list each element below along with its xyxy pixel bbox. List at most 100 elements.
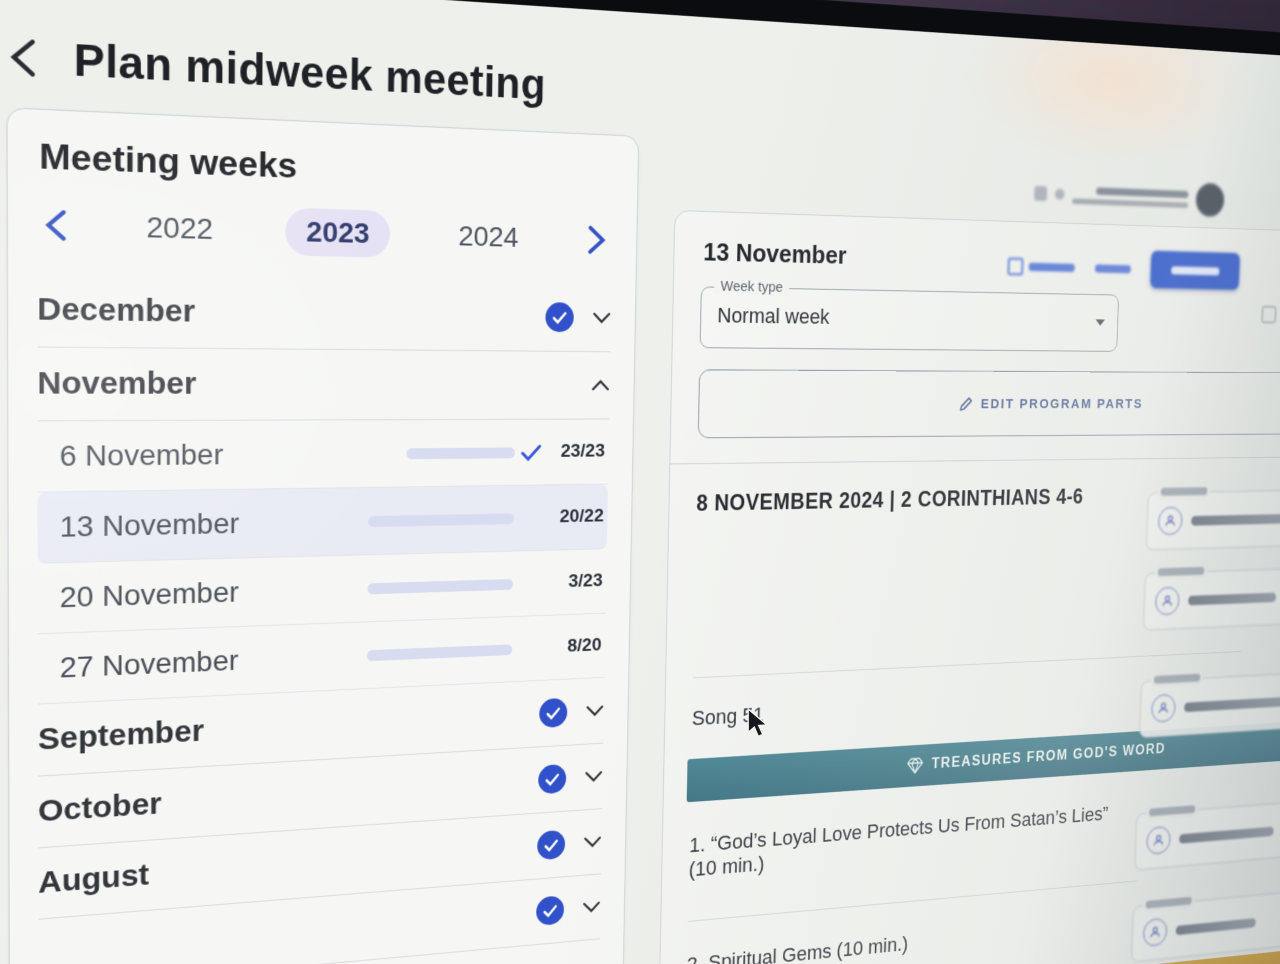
- progress-bar: [368, 512, 515, 527]
- assignment-slot[interactable]: ⇄ ▾: [1143, 566, 1280, 631]
- secondary-action-button[interactable]: [1007, 257, 1075, 276]
- complete-check-icon: [515, 444, 547, 461]
- chevron-down-icon[interactable]: [586, 705, 605, 717]
- week-label: 27 November: [59, 644, 239, 684]
- meeting-weeks-panel: Meeting weeks 2022 2023 2024: [6, 107, 640, 964]
- week-count: 8/20: [567, 634, 602, 657]
- person-icon: [1146, 825, 1171, 856]
- week-detail-panel: 13 November Week type Normal week: [651, 209, 1280, 964]
- back-button[interactable]: [6, 37, 40, 78]
- progress-bar: [366, 643, 513, 661]
- week-label: 20 November: [59, 575, 239, 614]
- week-row-6-november[interactable]: 6 November 23/23: [37, 419, 610, 493]
- page-title: Plan midweek meeting: [73, 34, 547, 109]
- chevron-left-icon: [6, 37, 40, 78]
- treasures-banner-label: TREASURES FROM GOD'S WORD: [931, 741, 1166, 772]
- account-name-line: [1096, 186, 1189, 198]
- mouse-cursor: [746, 708, 772, 738]
- progress-bar: [367, 578, 514, 594]
- assignee-name-blur: [1184, 696, 1280, 712]
- person-icon: [1154, 586, 1180, 616]
- person-icon: [1142, 917, 1168, 948]
- panel-heading: Meeting weeks: [39, 135, 298, 187]
- action-label-blur: [1094, 263, 1131, 273]
- slot-label-blur: [1160, 487, 1208, 496]
- program-section: 8 NOVEMBER 2024 | 2 CORINTHIANS 4-6 Song…: [681, 480, 1280, 964]
- month-name: November: [37, 365, 197, 402]
- account-role-line: [1072, 197, 1189, 208]
- month-name: December: [37, 291, 196, 329]
- person-icon: [1157, 506, 1183, 536]
- previous-year-button[interactable]: [42, 209, 71, 242]
- month-row-november[interactable]: November: [37, 347, 611, 422]
- chevron-right-icon: [584, 225, 609, 255]
- week-label: 6 November: [59, 438, 224, 473]
- assignment-slot[interactable]: ⇄ ▾: [1145, 487, 1280, 551]
- program-date-heading: 8 NOVEMBER 2024 | 2 CORINTHIANS 4-6: [696, 484, 1084, 516]
- month-name: [38, 912, 536, 955]
- check-circle-icon: [537, 829, 566, 861]
- account-cluster[interactable]: [1034, 176, 1225, 218]
- assignee-name-blur: [1179, 826, 1274, 844]
- check-circle-icon: [539, 697, 568, 729]
- chevron-down-icon[interactable]: [584, 770, 602, 783]
- week-count: 23/23: [560, 440, 606, 462]
- month-name: September: [37, 714, 204, 757]
- primary-action-button[interactable]: [1150, 250, 1241, 290]
- chevron-up-icon[interactable]: [591, 379, 610, 391]
- divider: [670, 455, 1280, 465]
- week-count: 20/22: [559, 505, 604, 528]
- avatar[interactable]: [1195, 182, 1225, 218]
- pencil-icon: [959, 396, 973, 412]
- person-icon: [1150, 693, 1176, 723]
- year-2023-selected[interactable]: 2023: [285, 207, 390, 258]
- primary-label-blur: [1171, 265, 1220, 276]
- week-type-select[interactable]: Week type Normal week: [699, 277, 1120, 352]
- year-navigator: 2022 2023 2024: [37, 200, 613, 263]
- week-label: 13 November: [59, 507, 240, 544]
- program-item-2: 2. Spiritual Gems (10 min.): [686, 932, 909, 964]
- chevron-down-icon[interactable]: [583, 836, 601, 849]
- account-text: [1072, 186, 1189, 208]
- progress-bar: [406, 446, 516, 459]
- week-count: 3/23: [568, 570, 603, 592]
- chevron-down-icon[interactable]: [582, 901, 600, 914]
- assignee-name-blur: [1175, 917, 1256, 935]
- assignment-column: ⇄ ▾ ⇄ ▾: [1128, 487, 1280, 964]
- check-circle-icon: [536, 895, 565, 927]
- notification-icon[interactable]: [1054, 188, 1065, 200]
- year-2024[interactable]: 2024: [458, 220, 519, 253]
- slot-label-blur: [1149, 805, 1196, 817]
- assignment-slot[interactable]: ⇄ ▾: [1139, 669, 1280, 739]
- next-year-button[interactable]: [584, 225, 609, 255]
- action-icon: [1007, 257, 1024, 275]
- slot-label-blur: [1145, 896, 1192, 909]
- assignee-name-blur: [1188, 592, 1277, 605]
- assignee-name-blur: [1191, 513, 1280, 526]
- secondary-action-button[interactable]: [1094, 263, 1131, 273]
- chevron-down-icon[interactable]: [592, 312, 611, 324]
- assignment-slot[interactable]: ⇄ ▾: [1131, 885, 1280, 963]
- program-item-1: 1. “God’s Loyal Love Protects Us From Sa…: [688, 802, 1109, 882]
- header-actions: [1007, 247, 1241, 290]
- action-label-blur: [1028, 262, 1075, 272]
- edit-program-parts-label: EDIT PROGRAM PARTS: [980, 395, 1144, 412]
- edit-program-parts-button[interactable]: EDIT PROGRAM PARTS: [697, 369, 1280, 439]
- gem-icon: [907, 757, 924, 774]
- header-icon[interactable]: [1034, 185, 1048, 202]
- check-circle-icon: [545, 302, 574, 333]
- assignment-slot[interactable]: ⇄ ▾: [1134, 797, 1280, 871]
- week-option-checkbox[interactable]: [1261, 306, 1280, 324]
- year-2022[interactable]: 2022: [146, 210, 214, 246]
- checkbox-icon: [1261, 306, 1277, 323]
- slot-label-blur: [1157, 566, 1205, 577]
- caret-down-icon: [1095, 319, 1106, 326]
- chevron-left-icon: [42, 209, 71, 242]
- week-type-label: Week type: [714, 277, 790, 296]
- check-circle-icon: [538, 763, 567, 795]
- slot-label-blur: [1153, 673, 1201, 684]
- month-row-december[interactable]: December: [37, 273, 612, 353]
